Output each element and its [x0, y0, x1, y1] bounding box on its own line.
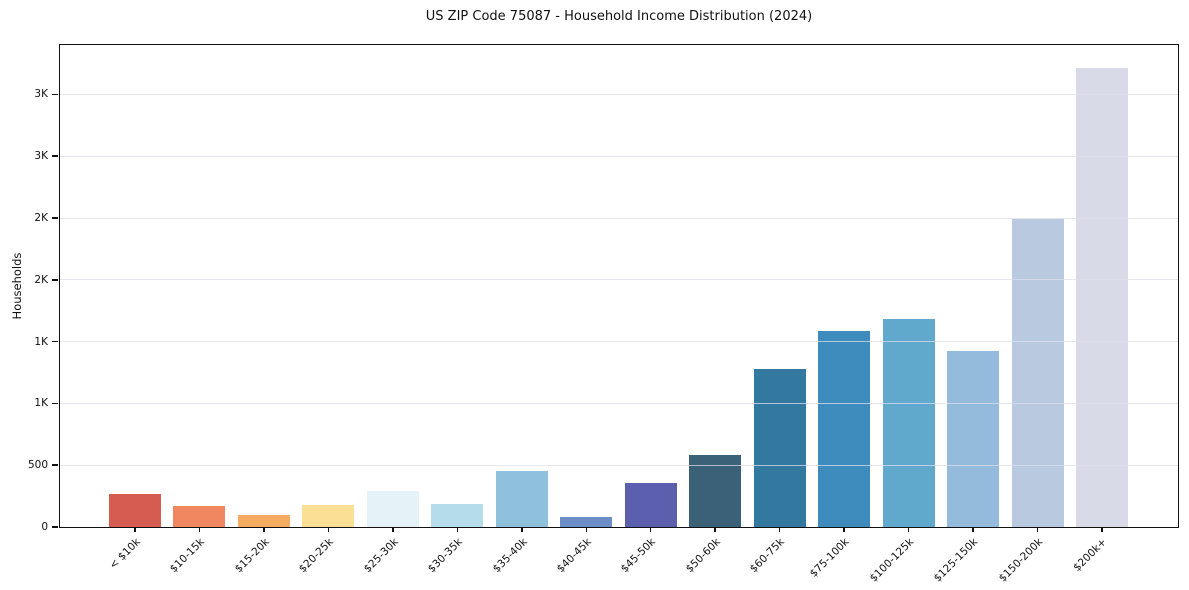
bar [882, 319, 935, 527]
x-tick-label-text: $125-150k [932, 536, 981, 585]
x-tick-label-text: $100-125k [867, 536, 917, 585]
y-tick-mark [52, 155, 58, 157]
y-tick-label: 500 [27, 459, 48, 472]
y-tick-mark [52, 217, 58, 219]
bar [560, 516, 613, 527]
x-tick-mark [972, 527, 974, 532]
y-tick-label: 1K [34, 397, 48, 410]
bar [947, 351, 1000, 527]
x-tick-mark [263, 527, 265, 532]
bar [431, 503, 484, 527]
y-tick-mark [52, 279, 58, 281]
y-tick-mark [52, 526, 58, 528]
x-tick-mark [134, 527, 136, 532]
bar [1076, 68, 1128, 527]
bar [302, 504, 355, 527]
x-tick-label-text: $40-45k [554, 536, 594, 576]
y-tick-label: 0 [41, 521, 48, 533]
y-tick-label: 2K [34, 212, 48, 225]
bar [624, 482, 677, 527]
gridline [60, 279, 1178, 281]
bar [237, 514, 290, 527]
x-tick-mark [843, 527, 845, 532]
gridline [60, 341, 1178, 343]
x-tick-mark [456, 527, 459, 532]
x-tick-mark [778, 527, 781, 532]
y-tick-mark [52, 93, 58, 96]
gridline [60, 402, 1178, 404]
x-tick-label-text: $10-15k [167, 536, 207, 576]
x-tick-mark [198, 527, 201, 532]
bar [173, 506, 226, 527]
y-tick-label: 3K [34, 88, 48, 101]
bar [753, 369, 806, 527]
y-tick-label: 1K [34, 335, 48, 348]
x-tick-mark [1101, 527, 1103, 532]
bar [109, 493, 161, 527]
gridline [60, 217, 1178, 219]
x-tick-label-text: $75-100k [807, 536, 852, 580]
gridline [60, 464, 1178, 466]
bar [689, 455, 742, 527]
y-tick-label: 2K [34, 273, 48, 286]
x-tick-label-text: $15-20k [232, 536, 272, 576]
x-tick-mark [327, 527, 330, 532]
x-tick-label-text: $200k+ [1071, 536, 1110, 574]
x-tick-label-text: $45-50k [619, 536, 659, 576]
x-tick-label-text: $35-40k [490, 536, 530, 576]
x-tick-mark [649, 527, 652, 532]
x-tick-mark [585, 527, 588, 532]
gridline [60, 93, 1178, 95]
y-tick-label: 3K [34, 150, 48, 163]
x-tick-label-text: $60-75k [748, 536, 788, 576]
bar [495, 471, 548, 527]
x-tick-label-text: $50-60k [683, 536, 723, 576]
gridline [60, 155, 1178, 157]
x-tick-mark [1036, 527, 1039, 532]
x-tick-mark [521, 527, 523, 532]
y-tick-mark [52, 340, 58, 343]
x-tick-label-text: $30-35k [425, 536, 465, 576]
x-tick-mark [714, 527, 716, 532]
y-tick-mark [52, 464, 58, 466]
plot-area: 0 500 1K 1K 2K 2K 3K 3K < $10k $10-15k $15-20k $20-… [28, 44, 1179, 585]
bar [818, 331, 871, 527]
x-tick-mark [907, 527, 910, 532]
x-tick-label-text: $20-25k [296, 536, 336, 576]
bar [366, 491, 419, 527]
chart-title: US ZIP Code 75087 - Household Income Dis… [425, 9, 813, 24]
x-tick-label-text: $25-30k [361, 536, 401, 576]
x-tick-mark [392, 527, 394, 532]
bar [1011, 219, 1064, 527]
x-tick-label-text: < $10k [106, 536, 143, 572]
x-tick-label-text: $150-200k [996, 536, 1046, 585]
y-tick-mark [52, 402, 58, 405]
